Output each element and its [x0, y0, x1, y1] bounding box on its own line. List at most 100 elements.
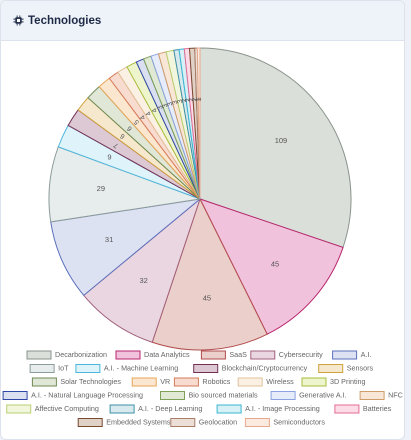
slice-label-decarbonization: 109 [275, 136, 288, 145]
slice-label-a-i-deep-learning: 2 [181, 98, 189, 103]
slice-label-affective-computing: 3 [177, 99, 185, 104]
slice-label-solar-technologies: 6 [126, 124, 134, 132]
legend-label: Batteries [363, 404, 392, 413]
legend-item-saas[interactable]: SaaS [200, 350, 247, 360]
slice-label-generative-a-i: 3 [166, 101, 174, 107]
legend-swatch [75, 364, 101, 373]
card-title: Technologies [28, 14, 102, 27]
pie-slice-cybersecurity[interactable] [83, 197, 202, 343]
legend-item-a-i-image-processing[interactable]: A.I. - Image Processing [216, 404, 320, 414]
pie-slice-saas[interactable] [151, 197, 268, 351]
legend-label: Cybersecurity [279, 350, 323, 359]
legend-item-nfc[interactable]: NFC [359, 390, 403, 400]
slice-label-nfc: 3 [172, 100, 180, 106]
card-header: Technologies [1, 1, 404, 41]
slice-label-3d-printing: 4 [151, 107, 159, 114]
slice-label-vr: 5 [133, 118, 141, 126]
legend-label: Blockchain/Cryptocurrency [222, 363, 308, 372]
legend-item-a-i[interactable]: A.I. [332, 350, 372, 360]
legend-swatch [270, 391, 296, 400]
legend-item-vr[interactable]: VR [131, 377, 170, 387]
legend-label: Generative A.I. [299, 390, 347, 399]
legend-swatch [29, 364, 55, 373]
legend-item-wireless[interactable]: Wireless [237, 377, 294, 387]
legend-label: Bio sourced materials [189, 390, 259, 399]
legend-item-generative-a-i[interactable]: Generative A.I. [270, 390, 347, 400]
legend-item-embedded-systems[interactable]: Embedded Systems [77, 417, 171, 427]
legend-swatch [6, 404, 32, 414]
legend-item-3d-printing[interactable]: 3D Printing [301, 377, 366, 387]
legend-item-geolocation[interactable]: Geolocation [170, 417, 237, 427]
legend-swatch [26, 350, 52, 360]
slice-label-semiconductors: 1 [196, 97, 203, 101]
slice-label-a-i-image-processing: 2 [185, 98, 192, 103]
legend-item-batteries[interactable]: Batteries [334, 404, 392, 414]
legend-item-cybersecurity[interactable]: Cybersecurity [250, 350, 323, 360]
legend-label: Robotics [202, 377, 230, 386]
legend-label: VR [160, 377, 170, 386]
legend-item-solar-technologies[interactable]: Solar Technologies [31, 377, 121, 387]
legend-swatch [334, 404, 360, 414]
legend-label: A.I. - Image Processing [245, 404, 320, 413]
legend-label: Wireless [266, 377, 294, 386]
legend-swatch [109, 404, 135, 414]
legend-item-a-i-deep-learning[interactable]: A.I. - Deep Learning [109, 404, 202, 414]
legend-item-robotics[interactable]: Robotics [173, 377, 231, 387]
legend-label: Geolocation [199, 417, 237, 426]
slice-label-saas: 45 [203, 293, 211, 302]
legend-label: A.I. - Natural Language Processing [31, 390, 143, 399]
slice-label-a-i-natural-language-processing: 3 [157, 104, 165, 110]
legend-label: Data Analytics [144, 350, 190, 359]
legend-swatch [332, 350, 358, 360]
slice-label-a-i-machine-learning: 9 [107, 152, 111, 161]
legend-item-blockchain-cryptocurrency[interactable]: Blockchain/Cryptocurrency [193, 363, 308, 373]
legend-swatch [77, 418, 103, 427]
legend-swatch [131, 377, 157, 387]
pie-slice-data-analytics[interactable] [199, 198, 344, 335]
legend-item-bio-sourced-materials[interactable]: Bio sourced materials [160, 390, 259, 400]
slice-label-data-analytics: 45 [271, 260, 279, 269]
slice-label-embedded-systems: 2 [192, 97, 199, 101]
legend-swatch [301, 377, 327, 387]
legend-item-affective-computing[interactable]: Affective Computing [6, 404, 99, 414]
legend-label: Embedded Systems [106, 417, 171, 426]
chart-area: 109 45 45 32 31 29 9 7 6 6 5 4 4 4 3 3 3 3 3 2 2 2 2 1 1 Decarbo… [1, 41, 404, 439]
legend-item-iot[interactable]: IoT [29, 363, 69, 373]
legend-swatch [318, 364, 344, 373]
legend-swatch [170, 418, 196, 427]
legend-item-data-analytics[interactable]: Data Analytics [115, 350, 190, 360]
legend-swatch [173, 377, 199, 387]
legend-label: NFC [388, 390, 403, 399]
chip-icon [13, 15, 24, 26]
pie-slice-decarbonization[interactable] [199, 47, 352, 249]
legend-label: Sensors [347, 363, 374, 372]
legend-item-a-i-natural-language-processing[interactable]: A.I. - Natural Language Processing [2, 390, 143, 400]
slice-label-geolocation: 1 [194, 97, 201, 101]
slice-label-a-i: 31 [105, 235, 113, 244]
legend-label: A.I. - Machine Learning [104, 363, 178, 372]
legend-label: Decarbonization [55, 350, 107, 359]
legend-swatch [244, 418, 270, 427]
legend-swatch [160, 391, 185, 400]
legend-label: IoT [58, 363, 69, 372]
legend-swatch [216, 404, 242, 414]
legend-label: SaaS [229, 350, 247, 359]
legend-label: Semiconductors [273, 417, 325, 426]
legend-label: A.I. - Deep Learning [138, 404, 202, 413]
slice-label-batteries: 2 [188, 97, 195, 102]
legend-label: Solar Technologies [60, 377, 121, 386]
legend-item-a-i-machine-learning[interactable]: A.I. - Machine Learning [75, 363, 178, 373]
slice-label-sensors: 6 [119, 132, 127, 140]
slice-label-cybersecurity: 32 [140, 276, 148, 285]
legend-swatch [31, 377, 57, 387]
slice-label-robotics: 4 [139, 113, 147, 120]
legend-item-semiconductors[interactable]: Semiconductors [244, 417, 325, 427]
legend-item-sensors[interactable]: Sensors [318, 363, 374, 373]
legend-item-decarbonization[interactable]: Decarbonization [26, 350, 107, 360]
legend-label: Affective Computing [35, 404, 99, 413]
legend-label: A.I. [361, 350, 372, 359]
pie-slice-semiconductors[interactable] [196, 47, 201, 200]
legend-swatch [115, 350, 141, 360]
